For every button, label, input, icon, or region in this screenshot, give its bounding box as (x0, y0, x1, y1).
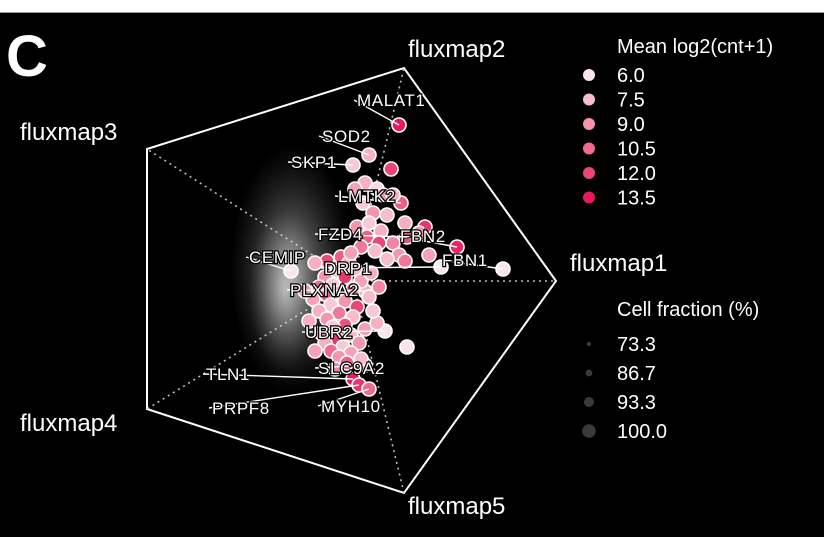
leader-line (208, 384, 360, 409)
data-point (307, 343, 323, 359)
size-legend-swatch (582, 424, 596, 438)
data-point (345, 281, 361, 297)
leader-line (314, 233, 408, 238)
color-legend-swatch (583, 93, 595, 106)
gene-label-sod2: SOD2 (322, 127, 371, 146)
gene-label-malat1: MALAT1 (357, 91, 425, 110)
data-point (361, 289, 377, 305)
axis-label-fluxmap2: fluxmap2 (408, 36, 505, 63)
data-point (379, 251, 395, 267)
gene-label-myh10: MYH10 (321, 397, 381, 416)
gene-label-fzd4: FZD4 (318, 225, 363, 244)
size-legend: Cell fraction (%) 73.3 86.7 93.3 100.0 (582, 299, 759, 443)
leader-line (396, 235, 458, 248)
size-legend-swatch (585, 369, 593, 377)
size-legend-label: 100.0 (617, 421, 667, 443)
color-legend-label: 13.5 (617, 188, 656, 210)
color-legend: Mean log2(cnt+1) 6.0 7.59.0 10.512.0 13.5 (583, 36, 773, 210)
size-legend-swatch (584, 397, 594, 407)
leader-line (334, 195, 402, 204)
color-legend-swatch (583, 142, 595, 155)
gene-label-cemip: CEMIP (249, 248, 306, 267)
leader-line (301, 330, 386, 333)
data-point (351, 335, 367, 351)
size-legend-label: 93.3 (617, 392, 656, 414)
gene-label-drp1: DRP1 (324, 259, 372, 278)
data-point (347, 181, 363, 197)
gene-label-prpf8: PRPF8 (212, 399, 270, 418)
gene-label-ubr2: UBR2 (305, 323, 353, 342)
leader-line (318, 135, 370, 156)
data-point (301, 313, 317, 329)
axis-label-fluxmap4: fluxmap4 (20, 410, 117, 437)
size-legend-swatch (586, 341, 592, 347)
axis-label-fluxmap1: fluxmap1 (570, 250, 667, 277)
color-legend-swatch (583, 118, 595, 130)
pentagon-outline (146, 66, 558, 495)
leader-line (320, 266, 442, 269)
data-point (365, 303, 381, 319)
data-point (371, 279, 387, 295)
data-point (383, 161, 399, 177)
leader-line (245, 256, 292, 272)
color-legend-label: 12.0 (617, 163, 656, 185)
panel-label: C (6, 24, 48, 89)
size-legend-title: Cell fraction (%) (617, 299, 759, 321)
data-points (283, 117, 511, 397)
gene-label-plxna2: PLXNA2 (290, 281, 359, 300)
data-point (367, 243, 383, 259)
leader-line (438, 259, 504, 270)
data-point (327, 361, 343, 377)
color-legend-label: 10.5 (617, 139, 656, 161)
color-legend-swatch (583, 191, 595, 204)
data-point (353, 351, 369, 367)
gene-label-lmtk2: LMTK2 (338, 187, 396, 206)
size-legend-label: 73.3 (617, 334, 656, 356)
data-point (337, 269, 353, 285)
gene-label-fbn2: FBN2 (400, 227, 446, 246)
color-legend-swatch (583, 167, 595, 179)
data-point (361, 215, 377, 231)
data-point (331, 305, 347, 321)
gene-label-tln1: TLN1 (206, 365, 250, 384)
size-legend-label: 86.7 (617, 363, 656, 385)
data-point (363, 265, 379, 281)
gene-label-slc9a2: SLC9A2 (318, 359, 385, 378)
data-point (343, 245, 359, 261)
leader-line (317, 388, 370, 407)
axis-label-fluxmap5: fluxmap5 (408, 493, 505, 520)
data-point (357, 321, 373, 337)
leader-line (287, 161, 354, 166)
data-point (397, 253, 413, 269)
data-point (397, 215, 413, 231)
color-legend-label: 6.0 (617, 65, 645, 87)
axis-labels: fluxmap1 fluxmap2 fluxmap3 fluxmap4 fluxmap5 (20, 36, 667, 520)
spoke-line (352, 280, 405, 494)
data-point (399, 339, 415, 355)
data-point (421, 247, 437, 263)
color-legend-swatch (583, 69, 595, 81)
leader-line (314, 364, 366, 369)
gene-label-fbn1: FBN1 (442, 251, 488, 270)
color-legend-label: 7.5 (617, 90, 645, 112)
top-strip-border (0, 12, 824, 13)
data-point (337, 293, 353, 309)
color-legend-title: Mean log2(cnt+1) (617, 36, 773, 58)
top-strip (0, 0, 824, 12)
axis-label-fluxmap3: fluxmap3 (20, 119, 117, 146)
color-legend-label: 9.0 (617, 114, 645, 136)
data-point (347, 261, 363, 277)
data-point (307, 255, 323, 271)
gene-label-skp1: SKP1 (291, 153, 337, 172)
leader-line (286, 289, 366, 292)
leader-line (202, 373, 354, 380)
density-core (249, 210, 321, 370)
leader-line (353, 99, 400, 126)
data-point (379, 207, 395, 223)
